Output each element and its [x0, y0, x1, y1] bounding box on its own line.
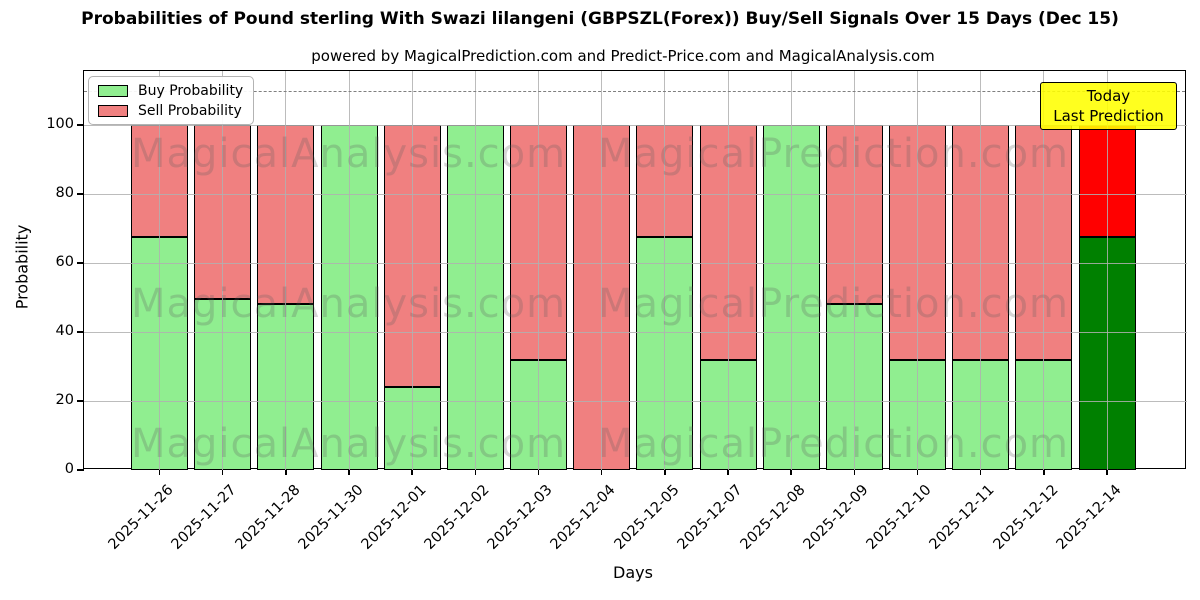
x-tick-mark-2025-11-30	[348, 470, 350, 475]
y-tick-label-0: 0	[64, 461, 74, 477]
y-tick-mark-0	[77, 469, 84, 471]
gridline-vertical	[159, 71, 160, 470]
chart-title: Probabilities of Pound sterling With Swa…	[81, 9, 1119, 29]
y-tick-mark-20	[77, 400, 84, 402]
gridline-vertical	[917, 71, 919, 470]
chart-subtitle: powered by MagicalPrediction.com and Pre…	[311, 47, 935, 65]
watermark-left-row2: MagicalAnalysis.com	[131, 281, 567, 327]
x-tick-mark-2025-12-02	[474, 470, 477, 475]
legend-label-sell: Sell Probability	[138, 102, 242, 119]
x-tick-label-2025-12-09: 2025-12-09	[800, 482, 872, 553]
x-tick-mark-2025-12-08	[790, 470, 792, 475]
x-tick-label-2025-12-12: 2025-12-12	[990, 482, 1062, 553]
legend-item-buy: Buy Probability	[98, 84, 244, 98]
x-tick-label-2025-12-08: 2025-12-08	[737, 482, 809, 553]
x-axis-label: Days	[613, 563, 653, 582]
gridline-horizontal-20	[84, 400, 1187, 402]
x-tick-label-2025-11-30: 2025-11-30	[295, 482, 367, 553]
gridline-vertical	[853, 71, 855, 470]
x-tick-label-2025-12-04: 2025-12-04	[548, 482, 620, 553]
x-tick-label-2025-12-10: 2025-12-10	[863, 482, 935, 553]
plot-area: Buy Probability Sell Probability Today La…	[77, 70, 1187, 475]
legend-item-sell: Sell Probability	[98, 104, 244, 118]
gridline-horizontal-80	[84, 193, 1187, 195]
x-tick-mark-2025-12-04	[600, 470, 603, 475]
y-tick-mark-80	[77, 193, 84, 195]
y-tick-mark-100	[77, 124, 84, 126]
gridline-vertical	[1043, 71, 1045, 470]
x-tick-label-2025-12-02: 2025-12-02	[421, 482, 493, 553]
gridline-vertical	[285, 71, 287, 470]
x-tick-mark-2025-12-01	[411, 470, 413, 475]
x-tick-mark-2025-12-11	[979, 470, 982, 475]
y-tick-label-80: 80	[55, 185, 74, 202]
today-annotation-line2: Last Prediction	[1053, 107, 1164, 125]
gridline-horizontal-60	[84, 262, 1187, 264]
watermark-right-row1: MagicalPrediction.com	[598, 131, 1069, 177]
today-annotation: Today Last Prediction	[1040, 82, 1177, 130]
x-tick-label-2025-11-27: 2025-11-27	[169, 482, 240, 553]
gridline-vertical	[980, 71, 982, 470]
legend-label-buy: Buy Probability	[138, 82, 244, 99]
x-tick-mark-2025-12-14	[1106, 470, 1108, 475]
x-tick-label-2025-12-03: 2025-12-03	[484, 482, 556, 553]
x-tick-label-2025-11-28: 2025-11-28	[232, 482, 304, 553]
gridline-vertical	[538, 71, 540, 470]
x-tick-mark-2025-12-12	[1043, 470, 1045, 475]
legend: Buy Probability Sell Probability	[88, 76, 254, 125]
x-tick-label-2025-12-11: 2025-12-11	[927, 482, 999, 553]
gridline-vertical	[411, 71, 413, 470]
x-tick-mark-2025-11-27	[221, 470, 224, 475]
gridline-vertical	[664, 71, 666, 470]
watermark-left-row3: MagicalAnalysis.com	[131, 421, 567, 467]
gridline-horizontal-40	[84, 331, 1187, 333]
y-tick-label-40: 40	[55, 323, 74, 340]
watermark-right-row3: MagicalPrediction.com	[598, 421, 1069, 467]
x-tick-mark-2025-12-09	[853, 470, 856, 475]
x-tick-mark-2025-11-26	[158, 470, 161, 475]
x-tick-label-2025-11-26: 2025-11-26	[105, 482, 177, 553]
gridline-vertical	[222, 71, 224, 470]
x-tick-label-2025-12-01: 2025-12-01	[358, 482, 430, 553]
x-tick-label-2025-12-07: 2025-12-07	[674, 482, 746, 553]
watermark-right-row2: MagicalPrediction.com	[598, 281, 1069, 327]
x-tick-mark-2025-12-03	[537, 470, 540, 475]
x-tick-mark-2025-12-05	[664, 470, 666, 475]
gridline-vertical	[601, 71, 603, 470]
y-tick-mark-40	[77, 331, 84, 333]
gridline-horizontal-100	[84, 124, 1187, 126]
today-annotation-line1: Today	[1086, 87, 1131, 105]
x-tick-mark-2025-12-07	[727, 470, 729, 475]
y-tick-label-60: 60	[55, 254, 74, 271]
gridline-vertical	[348, 71, 350, 470]
legend-swatch-sell	[98, 104, 128, 117]
x-tick-label-2025-12-05: 2025-12-05	[611, 482, 683, 553]
gridline-vertical	[790, 71, 792, 470]
x-tick-mark-2025-12-10	[916, 470, 919, 475]
y-tick-mark-60	[77, 262, 84, 264]
gridline-vertical	[1106, 71, 1108, 470]
y-axis-label: Probability	[12, 224, 32, 310]
gridline-vertical	[474, 71, 476, 470]
legend-swatch-buy	[98, 84, 128, 97]
watermark-left-row1: MagicalAnalysis.com	[131, 131, 567, 177]
y-tick-label-100: 100	[46, 116, 74, 133]
x-tick-label-2025-12-14: 2025-12-14	[1053, 482, 1125, 553]
x-tick-mark-2025-11-28	[285, 470, 287, 475]
dashed-reference-line	[84, 90, 1185, 92]
y-tick-label-20: 20	[55, 392, 74, 409]
gridline-vertical	[727, 71, 729, 470]
